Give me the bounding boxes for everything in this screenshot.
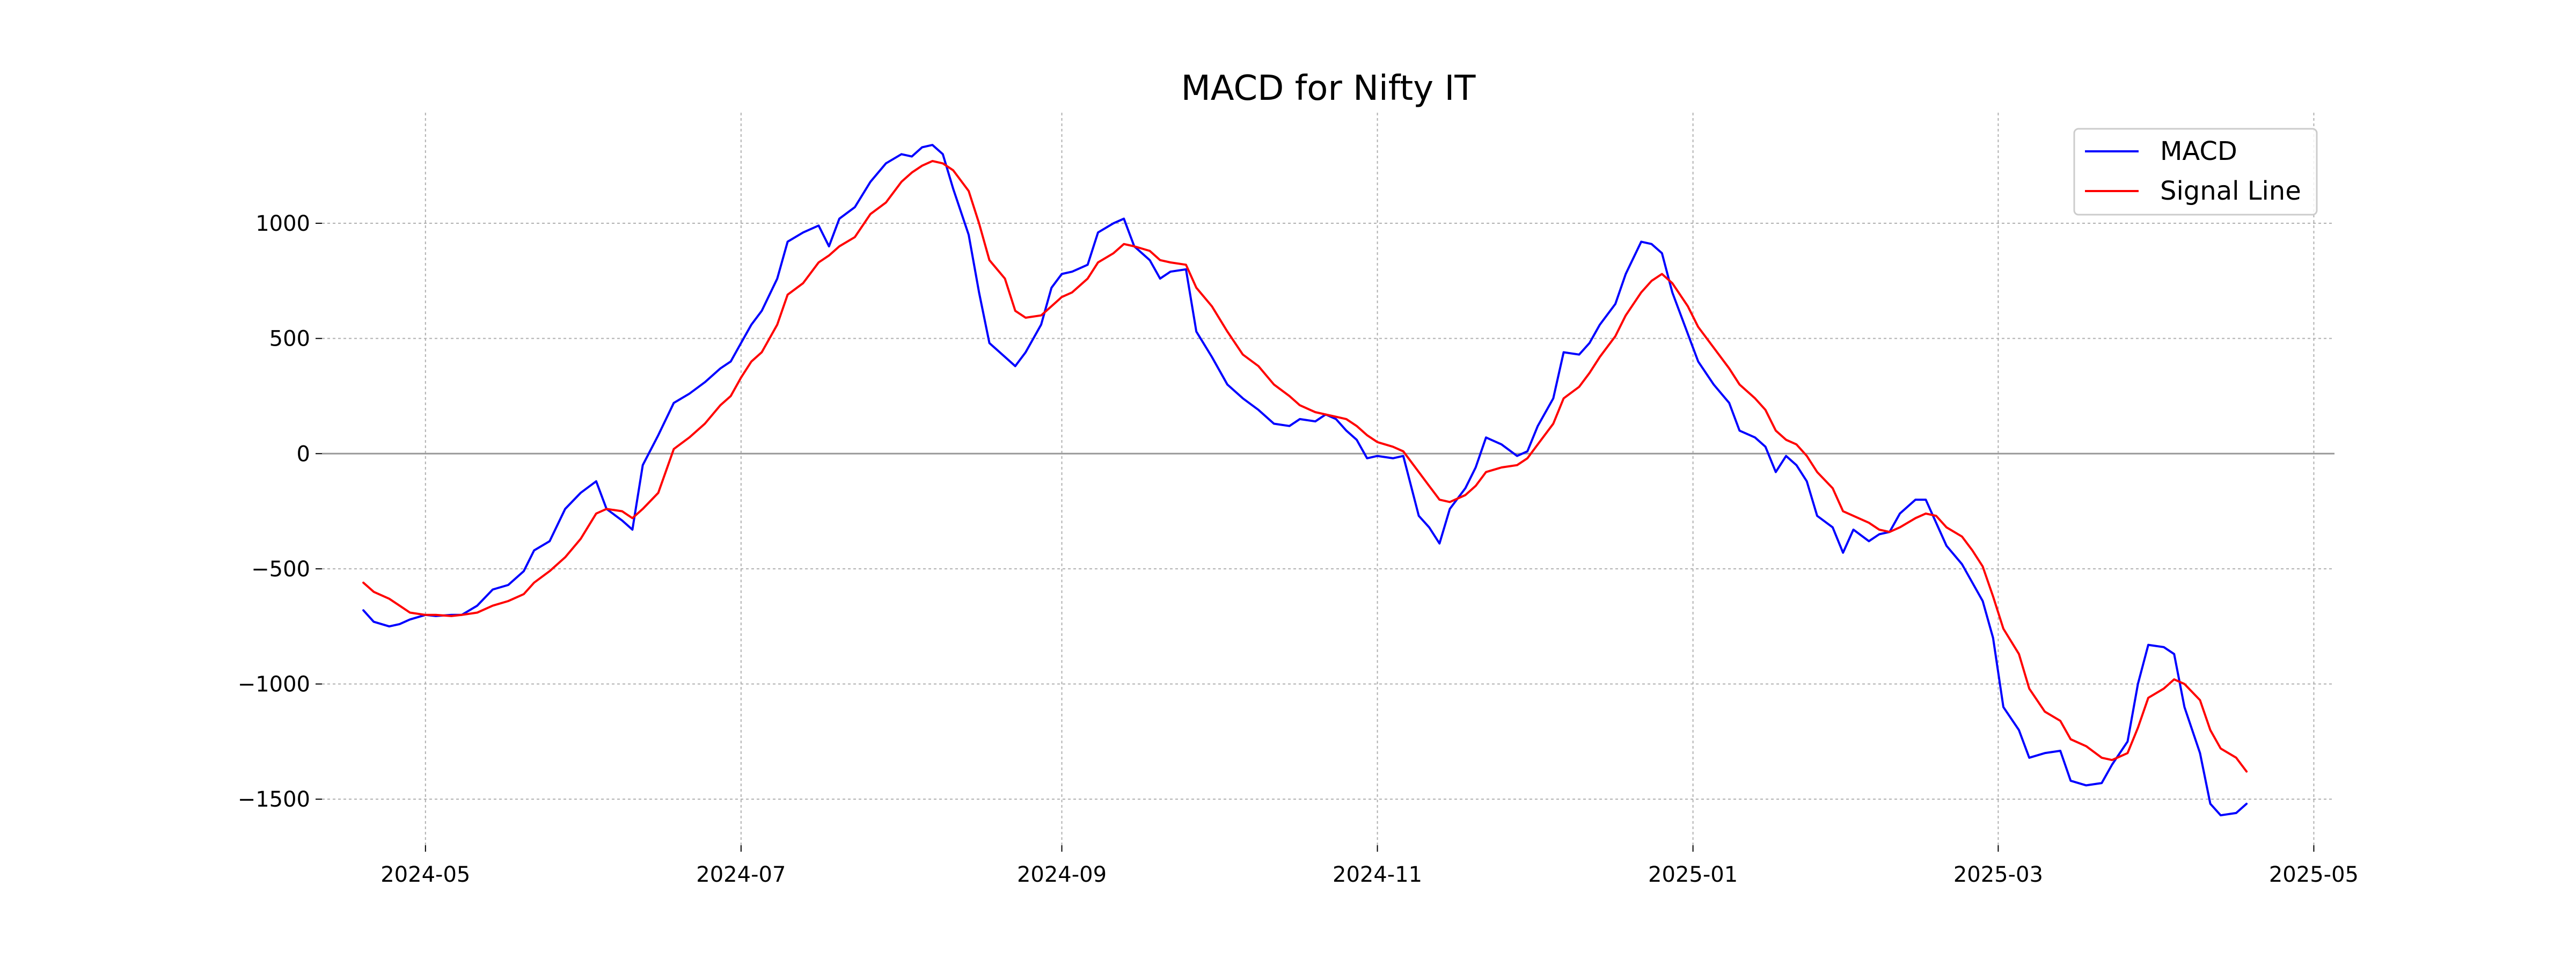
- x-tick-label: 2024-09: [1017, 862, 1107, 887]
- x-tick-label: 2024-07: [696, 862, 786, 887]
- y-tick-label: 1000: [255, 211, 310, 236]
- legend: MACD Signal Line: [2073, 128, 2318, 216]
- x-tick-label: 2025-05: [2269, 862, 2359, 887]
- grid-layer: [322, 113, 2334, 845]
- legend-label-macd: MACD: [2160, 136, 2237, 166]
- legend-label-signal-line: Signal Line: [2160, 176, 2301, 206]
- x-tick-label: 2024-05: [380, 862, 470, 887]
- x-tick-label: 2025-01: [1648, 862, 1738, 887]
- series-layer: [362, 144, 2248, 817]
- series-line-macd: [362, 144, 2248, 817]
- chart-title: MACD for Nifty IT: [1181, 69, 1476, 108]
- y-tick-label: −1000: [238, 672, 310, 697]
- y-tick-label: −500: [251, 557, 310, 582]
- y-tick-label: 0: [297, 442, 310, 466]
- x-tick-label: 2024-11: [1333, 862, 1422, 887]
- axes-layer: 2024-05 2024-07 2024-09 2024-11 2025-01 2025-…: [238, 211, 2359, 887]
- series-line-signal-line: [362, 160, 2248, 773]
- x-tick-label: 2025-03: [1953, 862, 2043, 887]
- y-tick-label: 500: [269, 327, 310, 352]
- y-tick-label: −1500: [238, 787, 310, 812]
